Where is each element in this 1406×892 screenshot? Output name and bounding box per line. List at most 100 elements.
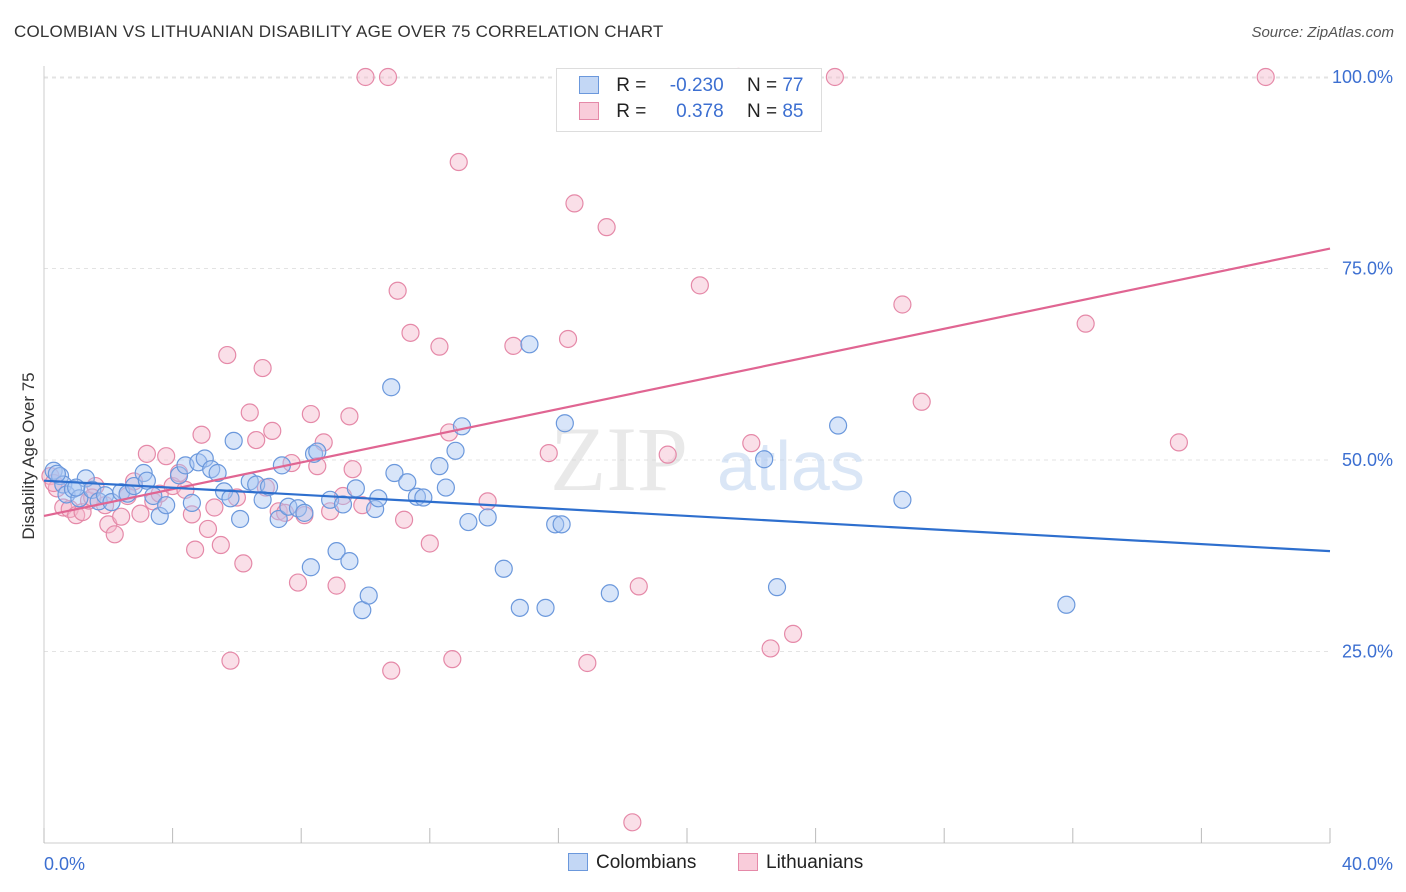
lithuanian-point [430,337,449,356]
legend-item-lithuanians[interactable]: Lithuanians [738,852,863,874]
lithuanian-point [783,624,803,643]
watermark-atlas: atlas [717,427,865,505]
blue-swatch [579,76,599,94]
lithuanian-point [327,576,346,595]
n-value: 85 [782,101,804,122]
colombian-point [893,490,912,509]
colombian-point [446,441,465,460]
lithuanian-point [192,425,211,444]
colombian-point [231,509,250,529]
colombian-point [536,598,555,617]
pink-swatch [579,102,599,120]
colombian-point [1057,595,1076,614]
lithuanian-point [378,67,398,87]
lithuanian-point [269,502,288,521]
r-value: -0.230 [669,75,724,96]
colombian-point [478,508,497,527]
axes [43,66,1331,844]
y-tick-label: 50.0% [1342,450,1393,470]
colombian-point [327,542,346,561]
colombian-point [459,512,478,532]
colombian-point [385,463,404,483]
lithuanian-point [157,447,176,466]
watermark: ZIP atlas [550,408,865,510]
lithuanian-point [356,67,375,87]
y-axis-label: Disability Age Over 75 [19,372,38,539]
colombian-point [452,417,472,436]
colombian-point [520,335,539,354]
lithuanian-point [1256,67,1275,87]
lithuanian-point [253,358,272,378]
lithuanian-point [137,444,156,463]
lithuanian-point [221,651,240,670]
colombian-point [430,457,449,476]
stats-row-colombians: R = -0.230 N = 77 [579,75,803,99]
lithuanian-point [234,554,253,573]
lithuanians-points [41,67,1275,832]
colombian-point [829,416,848,435]
lithuanian-point [558,329,578,349]
colombian-point [600,584,619,603]
colombian-point [288,499,308,518]
trend-lines [43,247,1331,553]
lithuanian-point [340,407,359,426]
lithuanian-point [343,460,362,479]
colombian-point [546,515,565,534]
colombian-point [259,477,279,496]
colombian-point [47,464,66,483]
lithuanian-point [388,281,407,300]
colombian-point [555,414,574,433]
lithuanian-point [623,813,642,832]
lithuanian-point [597,218,616,237]
lithuanian-point [578,653,597,673]
colombian-point [70,489,89,508]
colombian-point [398,473,417,492]
colombian-point [510,598,529,617]
colombian-point [494,559,513,578]
colombian-point [436,478,455,497]
lithuanian-point [218,345,237,365]
lithuanian-point [504,336,523,355]
blue-swatch [568,853,588,871]
colombian-point [340,552,359,571]
colombian-point [169,466,189,485]
colombian-point [414,488,433,507]
lithuanian-point [105,525,124,544]
lithuanian-point [825,67,844,87]
lithuanian-point [449,152,468,172]
colombian-point [221,489,240,508]
legend-item-colombians[interactable]: Colombians [568,852,696,874]
colombian-point [182,493,201,512]
lithuanian-point [443,650,462,669]
lithuanian-point [198,519,218,539]
lithuanian-point [565,194,584,213]
r-label: R = [616,75,647,96]
lithuanian-point [211,535,230,555]
n-label: N = [746,75,778,96]
lithuanian-point [186,540,205,559]
lithuanian-point [761,639,780,658]
colombian-point [195,449,214,468]
lithuanians-trend-line [43,247,1331,517]
colombians-trend-line [43,479,1331,553]
lithuanian-point [263,421,282,440]
colombian-point [224,431,243,450]
pink-swatch [738,853,758,871]
colombian-point [366,499,385,519]
lithuanian-point [401,323,420,342]
lithuanian-point [478,492,497,511]
x-tick-label-max: 40.0% [1342,854,1393,874]
legend-label: Lithuanians [766,852,864,873]
lithuanian-point [131,504,150,523]
lithuanian-point [912,392,931,411]
y-tick-label: 75.0% [1342,259,1393,279]
stats-legend: R = -0.230 N = 77 R = 0.378 N = 85 [556,68,822,132]
chart-title: COLOMBIAN VS LITHUANIAN DISABILITY AGE O… [14,22,664,41]
colombian-point [755,450,774,469]
lithuanian-point [301,404,320,424]
y-tick-label: 100.0% [1332,67,1393,87]
stats-row-lithuanians: R = 0.378 N = 85 [579,101,803,125]
lithuanian-point [629,577,648,596]
lithuanian-point [1169,433,1188,452]
